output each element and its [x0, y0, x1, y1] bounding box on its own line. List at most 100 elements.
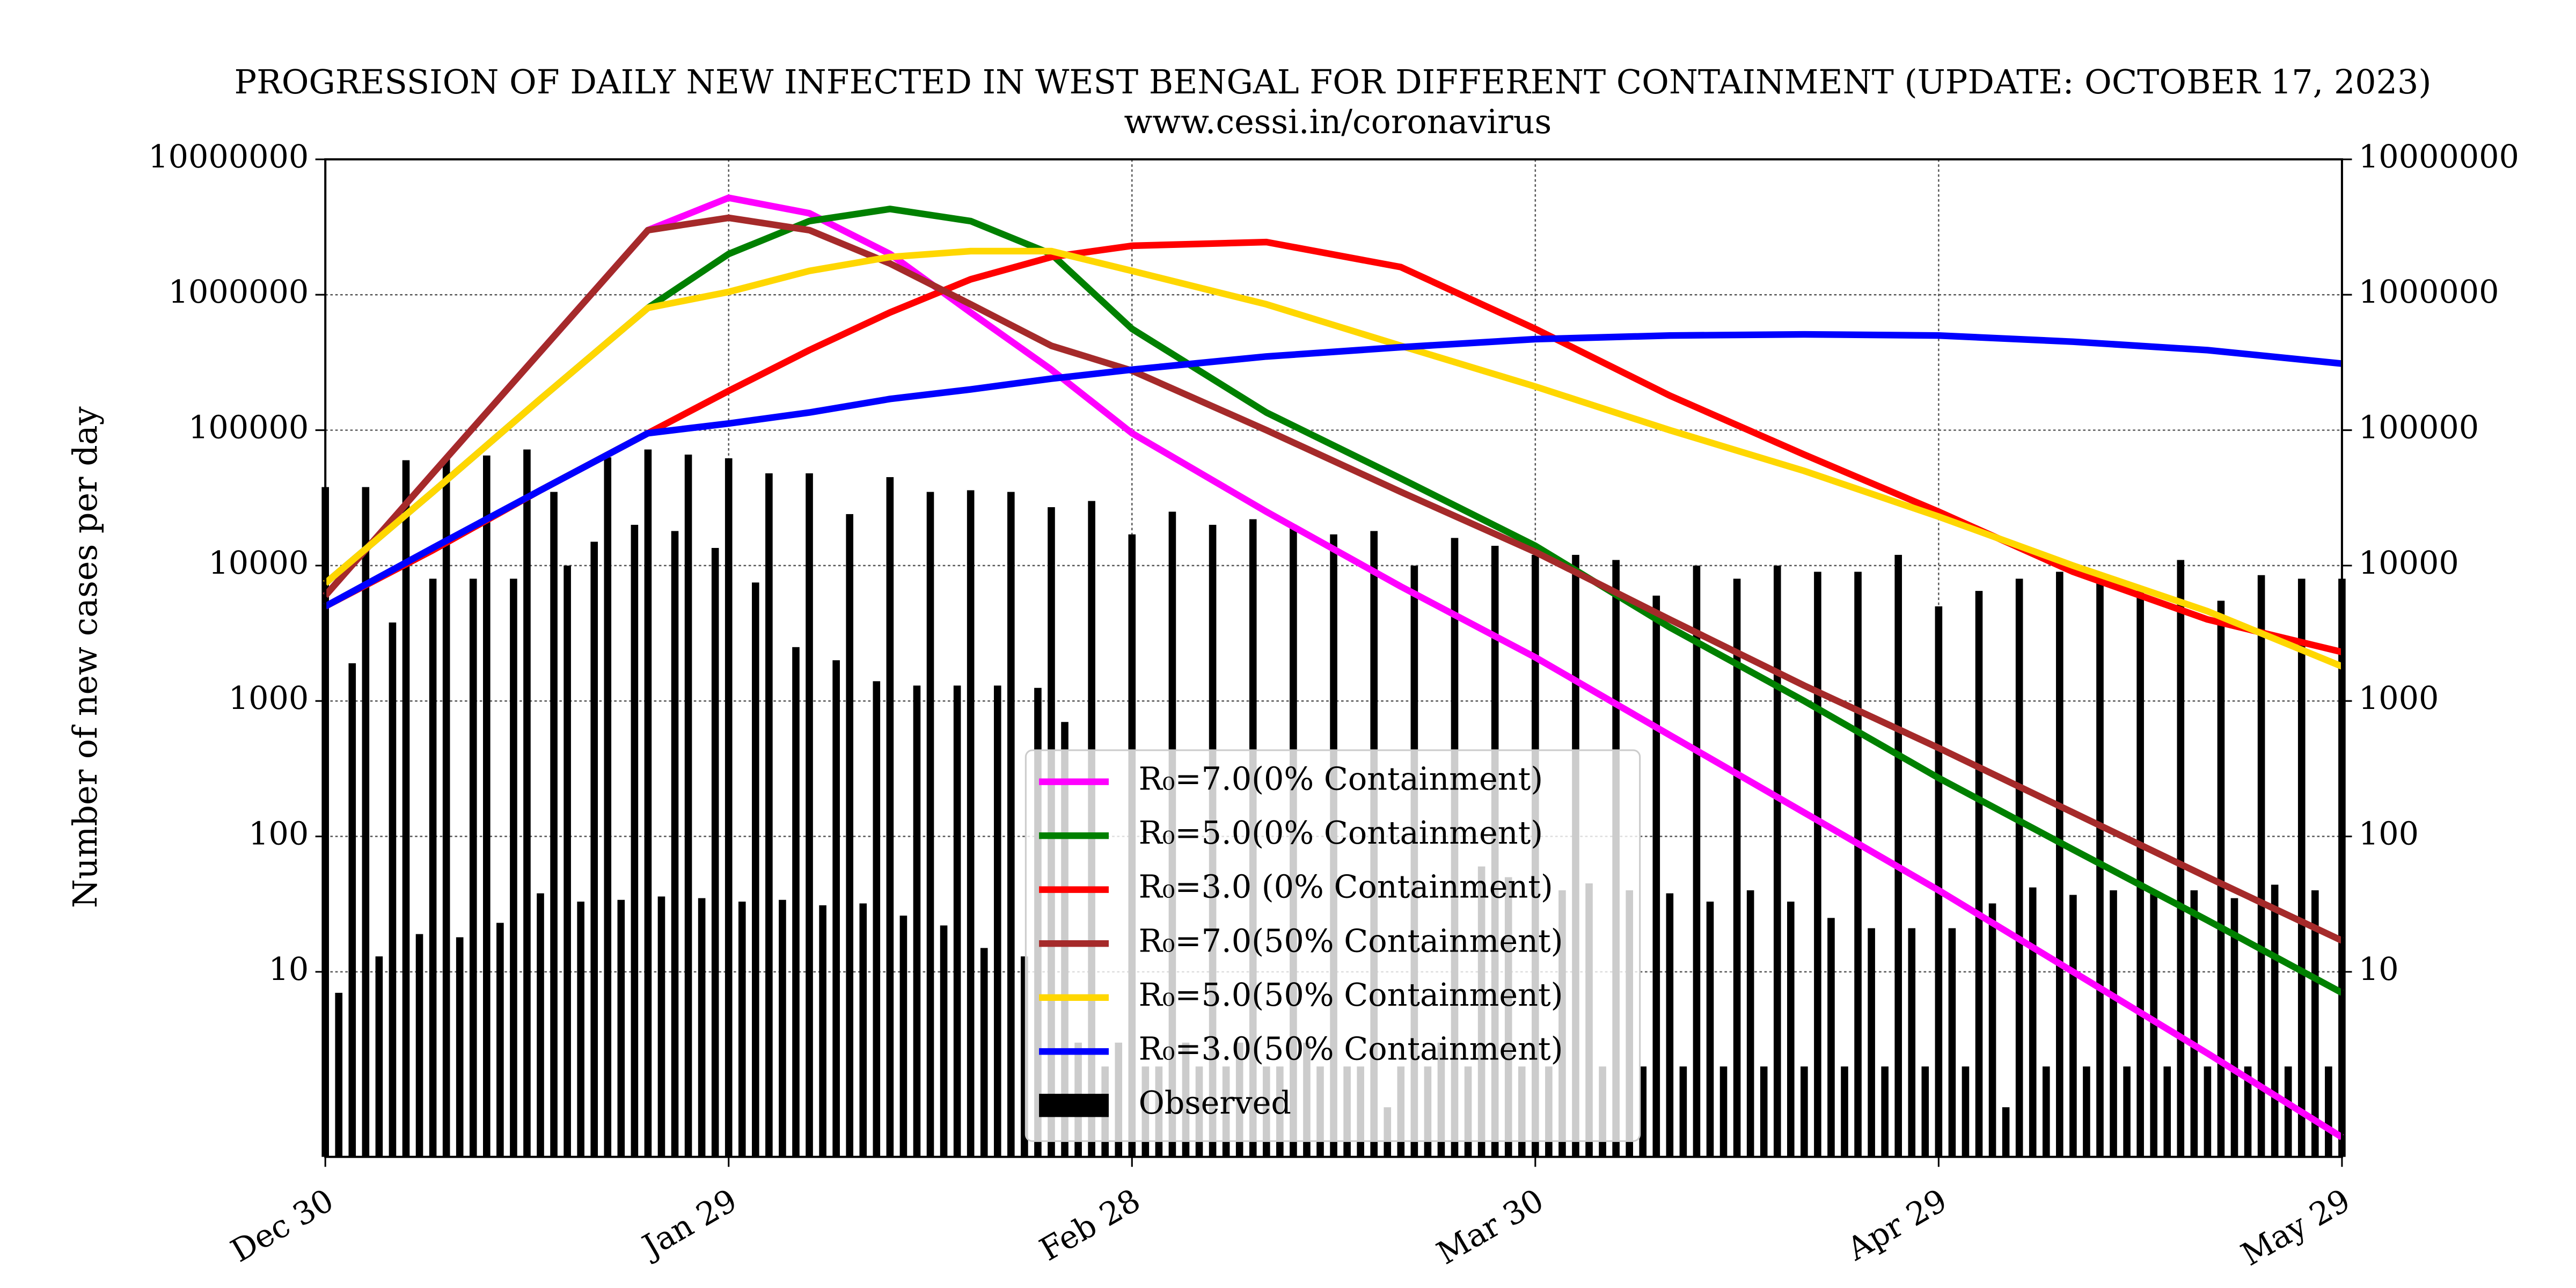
- bar: [550, 492, 558, 1157]
- bar: [1854, 572, 1862, 1157]
- y-tick-label: 1000000: [169, 273, 309, 310]
- bar: [564, 565, 571, 1157]
- bar: [2069, 895, 2077, 1157]
- bar: [671, 531, 679, 1157]
- chart-title: PROGRESSION OF DAILY NEW INFECTED IN WES…: [235, 63, 2432, 101]
- bar: [684, 455, 692, 1157]
- bar: [523, 449, 531, 1157]
- bar: [899, 916, 908, 1157]
- y-tick-label: 10: [268, 950, 309, 987]
- bar: [2297, 579, 2306, 1157]
- bar: [1962, 1066, 1970, 1157]
- bar: [698, 898, 706, 1157]
- bar: [1719, 1066, 1728, 1157]
- bar: [765, 473, 773, 1157]
- y2-tick-label: 1000000: [2359, 273, 2499, 310]
- bar: [644, 449, 652, 1157]
- y-tick-label: 1000: [229, 679, 309, 716]
- bar: [2177, 560, 2185, 1157]
- bar: [2204, 1066, 2212, 1157]
- bar: [510, 579, 517, 1157]
- bar: [1894, 554, 1902, 1157]
- mask: [0, 1158, 2576, 1288]
- bar: [1733, 579, 1741, 1157]
- bar: [2029, 887, 2037, 1157]
- bar: [2190, 890, 2198, 1157]
- bar: [724, 458, 733, 1157]
- bar: [483, 455, 491, 1157]
- bar: [2163, 1066, 2171, 1157]
- bar: [2136, 591, 2144, 1157]
- bar: [1935, 606, 1943, 1157]
- bar: [617, 899, 625, 1157]
- bar: [1827, 918, 1835, 1157]
- bar: [886, 477, 894, 1157]
- bar: [1693, 565, 1701, 1157]
- bar: [1988, 903, 1996, 1157]
- bar: [752, 582, 759, 1157]
- bar: [348, 663, 356, 1157]
- y2-tick-label: 1000: [2359, 679, 2439, 716]
- legend-label: R₀=5.0(50% Containment): [1139, 976, 1563, 1013]
- bar: [590, 541, 598, 1157]
- bar: [792, 647, 800, 1157]
- bar: [1679, 1066, 1687, 1157]
- bar: [873, 681, 881, 1157]
- bar: [1773, 565, 1781, 1157]
- bar: [926, 492, 934, 1157]
- bar: [913, 685, 921, 1157]
- y2-tick-label: 100000: [2359, 409, 2479, 446]
- bar: [1666, 893, 1674, 1157]
- bar: [1921, 1066, 1929, 1157]
- bar: [832, 660, 840, 1157]
- bar: [711, 547, 719, 1157]
- bar: [442, 457, 450, 1157]
- bar: [2271, 884, 2279, 1157]
- bar: [806, 473, 813, 1157]
- bar: [1007, 492, 1015, 1157]
- bar: [389, 622, 397, 1157]
- bar: [429, 579, 437, 1157]
- bar: [604, 457, 612, 1157]
- legend-label: R₀=7.0(0% Containment): [1139, 760, 1543, 797]
- bar: [1706, 902, 1714, 1157]
- bar: [2311, 890, 2319, 1157]
- bar: [375, 956, 383, 1157]
- bar: [469, 579, 477, 1157]
- bar: [779, 899, 786, 1157]
- bar: [362, 487, 370, 1157]
- bar: [2244, 1066, 2252, 1157]
- bar: [819, 905, 826, 1157]
- bar: [1746, 890, 1754, 1157]
- bar: [2042, 1066, 2050, 1157]
- bar: [980, 948, 988, 1157]
- bar: [1787, 902, 1795, 1157]
- bar: [415, 934, 423, 1157]
- bar: [940, 925, 948, 1157]
- bar: [631, 524, 639, 1157]
- bar: [2217, 601, 2225, 1157]
- legend-box: [1024, 749, 1641, 1142]
- bar: [1801, 1066, 1808, 1157]
- bar: [738, 902, 746, 1157]
- bar: [2150, 893, 2158, 1157]
- plot-frame: [324, 158, 2343, 1158]
- bar: [2257, 575, 2265, 1157]
- bar: [402, 460, 410, 1157]
- bar: [993, 685, 1001, 1157]
- bar: [859, 903, 867, 1157]
- bar: [846, 514, 854, 1157]
- bar: [953, 685, 961, 1157]
- bar: [2325, 1066, 2332, 1157]
- bar: [335, 992, 343, 1157]
- y-tick-label: 10000: [208, 544, 309, 581]
- bar: [657, 896, 665, 1157]
- legend-label: R₀=7.0(50% Containment): [1139, 922, 1563, 959]
- bar: [2123, 1066, 2131, 1157]
- bar: [537, 893, 544, 1157]
- y2-tick-label: 100: [2359, 815, 2419, 852]
- y-axis-label: Number of new cases per day: [66, 406, 105, 908]
- bar: [967, 490, 975, 1157]
- chart-subtitle: www.cessi.in/coronavirus: [1124, 103, 1552, 141]
- bar: [1639, 1066, 1647, 1157]
